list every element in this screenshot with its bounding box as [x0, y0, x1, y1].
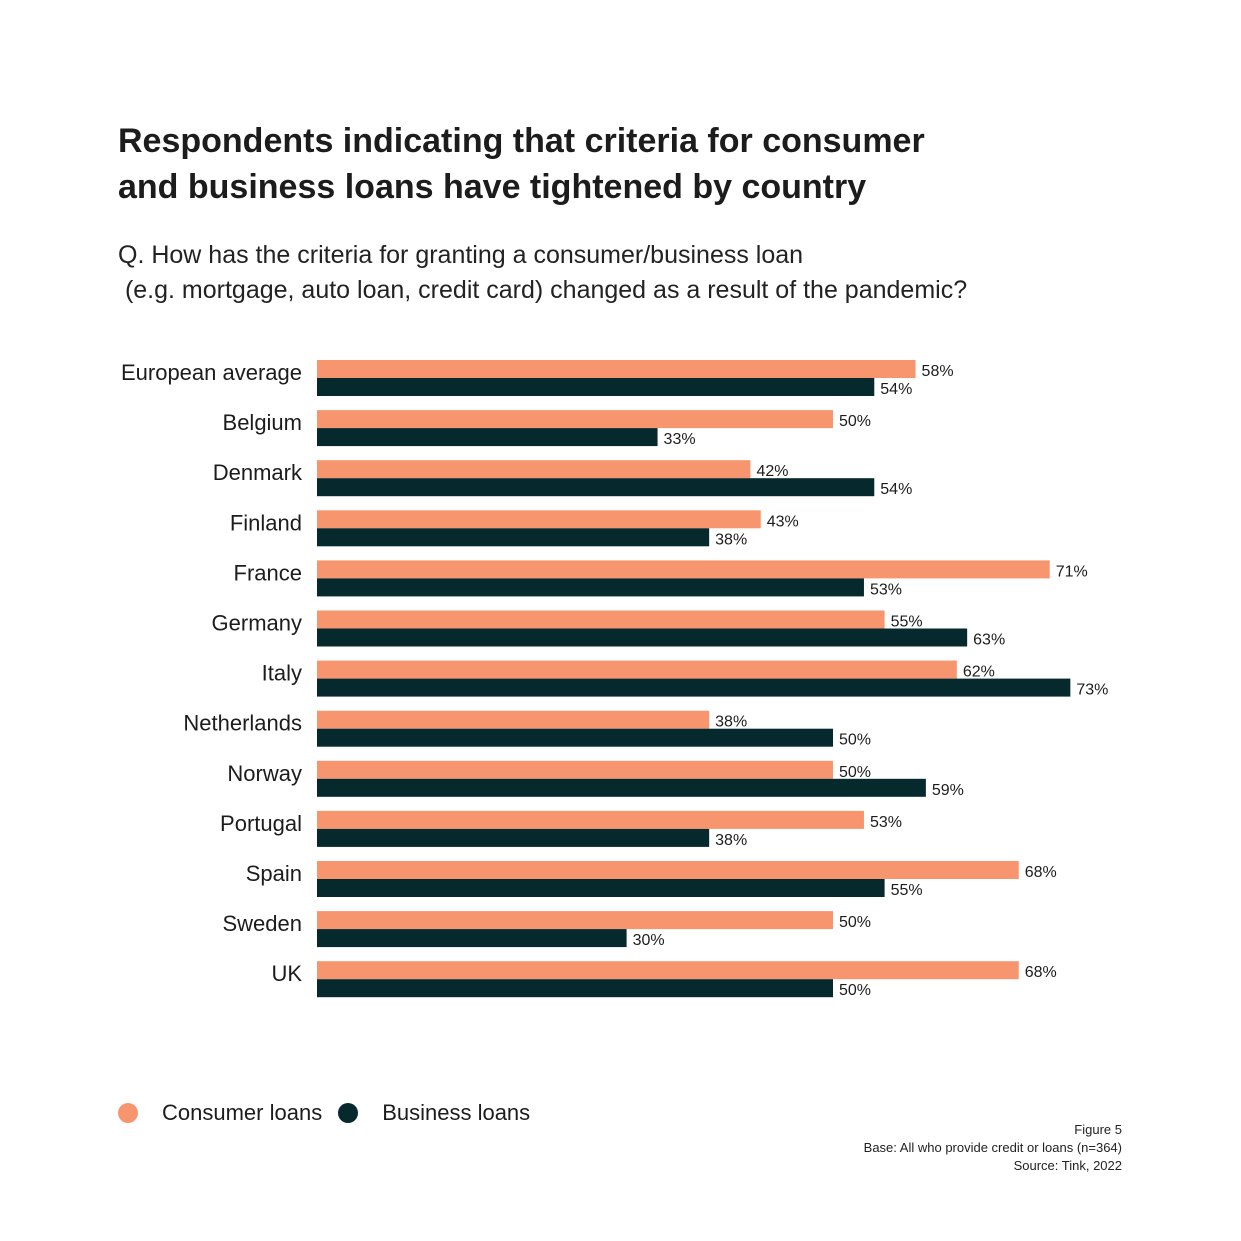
consumer-legend-dot-icon — [118, 1103, 138, 1123]
category-label: European average — [121, 360, 302, 385]
business-value-label: 54% — [880, 381, 912, 398]
consumer-bar — [317, 410, 833, 429]
business-value-label: 38% — [715, 531, 747, 548]
business-bar — [317, 578, 864, 597]
category-label: Germany — [212, 611, 302, 636]
consumer-value-label: 42% — [756, 463, 788, 480]
category-label: Spain — [246, 861, 302, 886]
consumer-value-label: 50% — [839, 764, 871, 781]
consumer-bar — [317, 510, 761, 529]
consumer-bar — [317, 710, 710, 729]
category-group: France 71% 53% — [234, 560, 1088, 598]
consumer-bar — [317, 911, 833, 930]
business-bar — [317, 728, 833, 747]
consumer-value-label: 68% — [1025, 864, 1057, 881]
category-group: Spain 68% 55% — [246, 861, 1057, 899]
business-value-label: 73% — [1076, 682, 1108, 699]
consumer-value-label: 53% — [870, 814, 902, 831]
consumer-value-label: 50% — [839, 413, 871, 430]
legend-item-business: Business loans — [338, 1100, 530, 1126]
business-bar — [317, 879, 885, 897]
consumer-value-label: 43% — [767, 513, 799, 530]
legend-label-business: Business loans — [382, 1100, 531, 1125]
business-value-label: 55% — [891, 882, 923, 899]
category-group: Belgium 50% 33% — [223, 410, 871, 448]
category-label: Finland — [230, 510, 302, 535]
survey-question-line-2: (e.g. mortgage, auto loan, credit card) … — [118, 276, 968, 304]
category-group: Italy 62% 73% — [262, 660, 1108, 699]
category-group: Sweden 50% 30% — [222, 911, 871, 949]
business-bar — [317, 528, 710, 547]
category-group: Portugal 53% 38% — [220, 810, 902, 849]
category-group: European average 58% 54% — [121, 360, 954, 398]
consumer-bar — [317, 560, 1050, 579]
business-value-label: 59% — [932, 782, 964, 799]
legend-item-consumer: Consumer loans — [118, 1100, 322, 1126]
category-label: Portugal — [220, 811, 302, 836]
business-bar — [317, 478, 875, 497]
consumer-bar — [317, 360, 916, 378]
category-label: Netherlands — [183, 711, 302, 736]
business-bar — [317, 428, 658, 447]
chart-title: Respondents indicating that criteria for… — [118, 118, 1018, 210]
business-bar — [317, 678, 1071, 697]
category-group: Germany 55% 63% — [212, 610, 1005, 649]
consumer-bar — [317, 861, 1019, 879]
category-group: Denmark 42% 54% — [213, 460, 912, 498]
consumer-bar — [317, 460, 751, 479]
business-value-label: 50% — [839, 982, 871, 999]
source-note: Source: Tink, 2022 — [1013, 1158, 1122, 1173]
category-group: UK 68% 50% — [271, 961, 1057, 999]
consumer-value-label: 50% — [839, 914, 871, 931]
category-label: Italy — [262, 661, 302, 686]
figure-number: Figure 5 — [1074, 1122, 1122, 1137]
category-label: Denmark — [213, 460, 303, 485]
consumer-value-label: 38% — [715, 714, 747, 731]
category-group: Norway 50% 59% — [227, 760, 964, 799]
business-value-label: 38% — [715, 832, 747, 849]
consumer-bar — [317, 961, 1019, 980]
chart-title-line-1: Respondents indicating that criteria for… — [118, 122, 925, 160]
consumer-value-label: 68% — [1025, 964, 1057, 981]
survey-question-line-1: Q. How has the criteria for granting a c… — [118, 241, 804, 269]
category-group: Netherlands 38% 50% — [183, 710, 871, 749]
business-bar — [317, 628, 968, 647]
business-bar — [317, 979, 833, 998]
business-value-label: 54% — [880, 481, 912, 498]
business-value-label: 50% — [839, 732, 871, 749]
base-note: Base: All who provide credit or loans (n… — [863, 1140, 1122, 1155]
category-label: Sweden — [222, 911, 302, 936]
business-bar — [317, 778, 926, 797]
consumer-bar — [317, 610, 885, 629]
business-legend-dot-icon — [338, 1103, 359, 1123]
category-label: UK — [271, 961, 302, 986]
chart-footnote: Figure 5 Base: All who provide credit or… — [864, 1121, 1122, 1175]
business-value-label: 30% — [633, 932, 665, 949]
consumer-bar — [317, 760, 833, 779]
chart-legend: Consumer loans Business loans — [118, 1100, 546, 1126]
category-label: Belgium — [223, 410, 302, 435]
business-bar — [317, 929, 627, 948]
survey-question: Q. How has the criteria for granting a c… — [118, 238, 1178, 308]
consumer-value-label: 71% — [1056, 563, 1088, 580]
chart-title-line-2: and business loans have tightened by cou… — [118, 168, 867, 206]
business-bar — [317, 828, 710, 847]
legend-label-consumer: Consumer loans — [162, 1100, 323, 1125]
bar-chart: European average 58% 54% Belgium 50% 33% Denma… — [121, 360, 1108, 999]
business-value-label: 63% — [973, 632, 1005, 649]
business-value-label: 33% — [664, 431, 696, 448]
category-label: Norway — [227, 761, 302, 786]
consumer-bar — [317, 810, 864, 829]
business-bar — [317, 378, 875, 396]
category-group: Finland 43% 38% — [230, 510, 799, 548]
business-value-label: 53% — [870, 581, 902, 598]
consumer-bar — [317, 660, 957, 679]
consumer-value-label: 62% — [963, 664, 995, 681]
consumer-value-label: 58% — [922, 363, 954, 380]
category-label: France — [234, 560, 302, 585]
consumer-value-label: 55% — [891, 614, 923, 631]
